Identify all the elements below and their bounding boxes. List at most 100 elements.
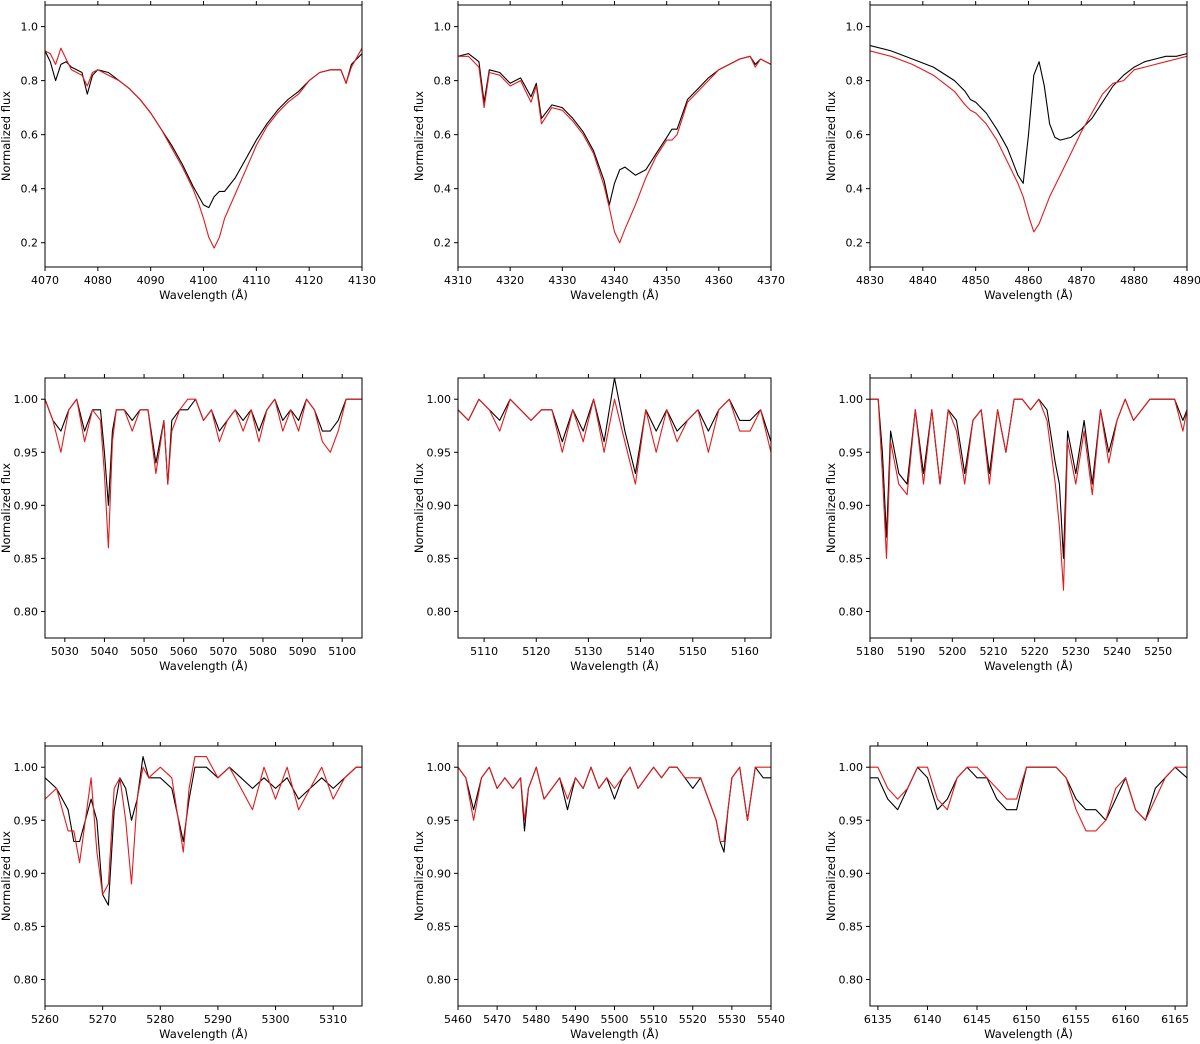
x-tick-label: 5230	[1062, 645, 1090, 658]
series-line-observed	[45, 50, 362, 209]
x-tick-label: 5510	[640, 1013, 668, 1026]
y-tick-label: 0.80	[14, 605, 39, 618]
x-axis-label: Wavelength (Å)	[570, 287, 659, 302]
x-tick-label: 4310	[444, 274, 472, 287]
x-tick-label: 5530	[718, 1013, 746, 1026]
x-tick-label: 5480	[522, 1013, 550, 1026]
x-axis-label: Wavelength (Å)	[570, 658, 659, 673]
x-tick-label: 5300	[262, 1013, 290, 1026]
x-tick-label: 5180	[856, 645, 884, 658]
x-tick-label: 5070	[209, 645, 237, 658]
spectrum-panel-5: 5110 5120 5130 5140 5150 5160 0.80 0.85 0.90 0.95…	[412, 374, 772, 673]
x-tick-label: 5460	[444, 1013, 472, 1026]
x-tick-label: 5140	[627, 645, 655, 658]
spectrum-panel-8: 5460 5470 5480 5490 5500 5510 5520 5530 5540 0.80…	[412, 742, 785, 1041]
x-tick-label: 4320	[496, 274, 524, 287]
axes-frame	[869, 377, 1188, 639]
x-axis-label: Wavelength (Å)	[570, 1026, 659, 1041]
y-axis-label: Normalized flux	[0, 831, 13, 921]
x-tick-label: 5240	[1103, 645, 1131, 658]
x-axis-label: Wavelength (Å)	[159, 1026, 248, 1041]
y-tick-label: 0.85	[14, 920, 39, 933]
x-tick-label: 5080	[249, 645, 277, 658]
x-axis-label: Wavelength (Å)	[159, 658, 248, 673]
y-tick-label: 1.00	[14, 761, 39, 774]
x-tick-label: 5260	[31, 1013, 59, 1026]
x-tick-label: 5270	[89, 1013, 117, 1026]
y-tick-label: 0.90	[14, 499, 39, 512]
y-tick-label: 0.4	[434, 183, 452, 196]
y-tick-label: 0.95	[427, 814, 452, 827]
y-axis-label: Normalized flux	[412, 463, 426, 553]
y-axis-label: Normalized flux	[412, 91, 426, 181]
y-tick-label: 0.2	[846, 237, 864, 250]
x-tick-label: 5110	[470, 645, 498, 658]
spectrum-panel-4: 5030 5040 5050 5060 5070 5080 5090 5100 0.80 0.85…	[0, 374, 363, 673]
axes-frame	[44, 745, 363, 1007]
spectrum-panel-1: 4070 4080 4090 4100 4110 4120 4130 0.2 0.4 0.6 0.8…	[0, 1, 376, 302]
y-axis-label: Normalized flux	[0, 463, 13, 553]
x-tick-label: 4330	[548, 274, 576, 287]
y-tick-label: 0.95	[14, 814, 39, 827]
x-tick-label: 4090	[137, 274, 165, 287]
x-tick-label: 5500	[601, 1013, 629, 1026]
y-tick-label: 0.95	[14, 446, 39, 459]
y-tick-label: 0.6	[21, 129, 39, 142]
series-line-observed	[870, 44, 1187, 184]
x-tick-label: 4110	[242, 274, 270, 287]
y-tick-label: 0.8	[434, 75, 452, 88]
x-tick-label: 6155	[1062, 1013, 1090, 1026]
x-tick-label: 5220	[1021, 645, 1049, 658]
y-axis-label: Normalized flux	[824, 831, 838, 921]
axes-frame	[457, 377, 772, 639]
y-axis-label: Normalized flux	[0, 91, 13, 181]
y-tick-label: 0.95	[839, 446, 864, 459]
x-tick-label: 5190	[897, 645, 925, 658]
series-line-model	[458, 766, 771, 843]
x-tick-label: 4850	[962, 274, 990, 287]
x-tick-label: 5040	[90, 645, 118, 658]
x-tick-label: 5100	[328, 645, 356, 658]
y-tick-label: 1.00	[427, 761, 452, 774]
y-tick-label: 1.0	[434, 21, 452, 34]
y-tick-label: 0.90	[839, 499, 864, 512]
x-tick-label: 6140	[913, 1013, 941, 1026]
x-tick-label: 5090	[289, 645, 317, 658]
y-tick-label: 0.6	[434, 129, 452, 142]
y-tick-label: 0.8	[21, 75, 39, 88]
y-tick-label: 0.8	[846, 75, 864, 88]
series-line-model	[458, 398, 771, 485]
y-tick-label: 0.4	[21, 183, 39, 196]
x-tick-label: 4070	[31, 274, 59, 287]
y-tick-label: 0.95	[839, 814, 864, 827]
x-tick-label: 5030	[51, 645, 79, 658]
series-line-observed	[45, 756, 362, 906]
x-tick-label: 5050	[130, 645, 158, 658]
x-tick-label: 4840	[909, 274, 937, 287]
axes-frame	[869, 745, 1188, 1007]
x-tick-label: 6160	[1112, 1013, 1140, 1026]
spectrum-panel-9: 6135 6140 6145 6150 6155 6160 6165 0.80 0.85 0.90…	[824, 742, 1189, 1041]
x-tick-label: 5150	[679, 645, 707, 658]
x-tick-label: 4080	[84, 274, 112, 287]
y-tick-label: 1.00	[427, 393, 452, 406]
series-line-model	[458, 55, 771, 244]
x-tick-label: 4880	[1120, 274, 1148, 287]
y-tick-label: 0.90	[427, 867, 452, 880]
y-tick-label: 1.00	[839, 761, 864, 774]
axes-frame	[457, 4, 772, 268]
x-tick-label: 5210	[980, 645, 1008, 658]
x-tick-label: 5160	[731, 645, 759, 658]
x-tick-label: 5290	[204, 1013, 232, 1026]
y-tick-label: 0.85	[839, 552, 864, 565]
x-tick-label: 4860	[1015, 274, 1043, 287]
x-tick-label: 4130	[348, 274, 376, 287]
x-tick-label: 4350	[653, 274, 681, 287]
series-line-model	[45, 756, 362, 896]
y-tick-label: 1.00	[839, 393, 864, 406]
x-tick-label: 6145	[963, 1013, 991, 1026]
x-tick-label: 5060	[170, 645, 198, 658]
x-tick-label: 5490	[561, 1013, 589, 1026]
series-line-model	[45, 398, 362, 549]
x-tick-label: 5310	[319, 1013, 347, 1026]
